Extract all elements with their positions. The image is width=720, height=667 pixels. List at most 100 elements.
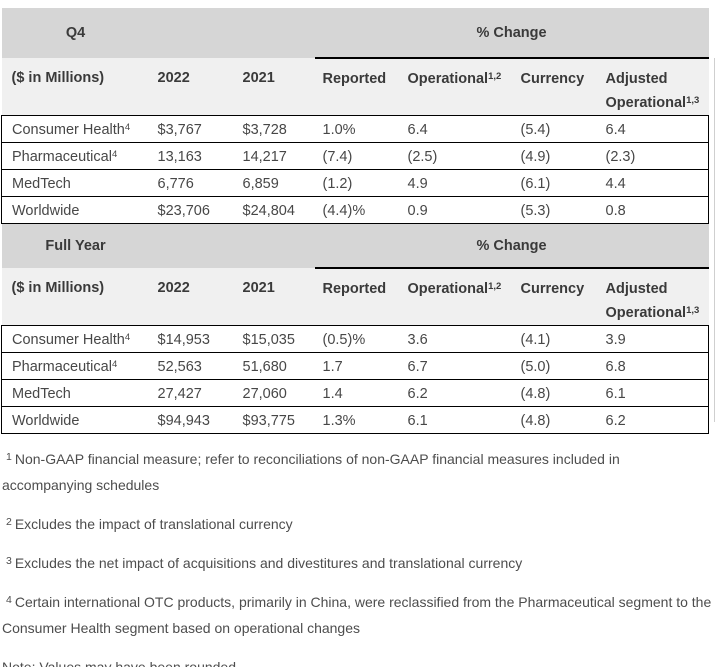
value-adjusted: 3.9 (597, 325, 710, 353)
value-2021: $24,804 (234, 196, 315, 224)
segment-label: Pharmaceutical4 (1, 142, 150, 170)
footnote-marker: 3 (6, 555, 12, 567)
table-row: Worldwide $23,706 $24,804 (4.4)% 0.9 (5.… (1, 196, 710, 224)
segment-label: MedTech (1, 379, 150, 407)
footnote-marker: 1 (6, 451, 12, 463)
value-currency: (4.8) (512, 406, 598, 434)
value-operational: 6.7 (399, 352, 513, 380)
col-header-2021: 2021 (234, 58, 315, 116)
value-currency: (4.9) (512, 142, 598, 170)
q4-title-band: Q4 % Change (1, 8, 709, 58)
value-reported: (0.5)% (314, 325, 400, 353)
section-title: Q4 (1, 8, 150, 58)
full-year-column-headers: ($ in Millions) 2022 2021 Reported Opera… (1, 267, 709, 326)
full-year-title-band: Full Year % Change (1, 224, 709, 268)
col-header-currency: Currency (512, 267, 598, 326)
value-adjusted: 6.4 (597, 115, 710, 143)
value-2021: $3,728 (234, 115, 315, 143)
segment-label: Worldwide (1, 196, 150, 224)
value-reported: 1.7 (314, 352, 400, 380)
segment-label: Consumer Health4 (1, 325, 150, 353)
value-adjusted: (2.3) (597, 142, 710, 170)
footnote-ref: 1,3 (686, 305, 700, 316)
footnote-ref: 4 (111, 149, 118, 160)
value-operational: 4.9 (399, 169, 513, 197)
col-header-operational: Operational1,2 (399, 57, 513, 116)
value-2022: $23,706 (149, 196, 235, 224)
value-operational: 0.9 (399, 196, 513, 224)
col-header-adjusted: Adjusted Operational1,3 (597, 267, 709, 326)
col-header-2022: 2022 (149, 58, 235, 116)
value-currency: (5.4) (512, 115, 598, 143)
value-reported: (4.4)% (314, 196, 400, 224)
table-row: Pharmaceutical4 13,163 14,217 (7.4) (2.5… (1, 142, 710, 170)
value-reported: (7.4) (314, 142, 400, 170)
value-reported: 1.0% (314, 115, 400, 143)
value-2021: 27,060 (234, 379, 315, 407)
table-row: Worldwide $94,943 $93,775 1.3% 6.1 (4.8)… (1, 406, 710, 434)
q4-column-headers: ($ in Millions) 2022 2021 Reported Opera… (1, 57, 709, 116)
value-2022: $3,767 (149, 115, 235, 143)
col-header-reported: Reported (314, 267, 400, 326)
footnote-2: 2 Excludes the impact of translational cu… (6, 516, 293, 532)
footnotes-section: 1 Non-GAAP financial measure; refer to re… (2, 446, 720, 667)
table-row: Pharmaceutical4 52,563 51,680 1.7 6.7 (5… (1, 352, 710, 380)
segment-label: Worldwide (1, 406, 150, 434)
pct-change-label: % Change (314, 224, 709, 268)
value-2021: $93,775 (234, 406, 315, 434)
value-2022: 6,776 (149, 169, 235, 197)
segment-label: Consumer Health4 (1, 115, 150, 143)
footnote-ref: 4 (124, 332, 131, 343)
col-header-2022: 2022 (149, 268, 235, 326)
value-operational: 6.4 (399, 115, 513, 143)
value-operational: 3.6 (399, 325, 513, 353)
value-operational: 6.2 (399, 379, 513, 407)
band-spacer (149, 8, 315, 58)
value-2021: 14,217 (234, 142, 315, 170)
footnote-marker: 2 (6, 516, 12, 528)
value-2022: $94,943 (149, 406, 235, 434)
value-2021: 51,680 (234, 352, 315, 380)
value-currency: (5.0) (512, 352, 598, 380)
value-adjusted: 6.2 (597, 406, 710, 434)
value-currency: (4.8) (512, 379, 598, 407)
value-operational: 6.1 (399, 406, 513, 434)
col-header-operational: Operational1,2 (399, 267, 513, 326)
value-currency: (4.1) (512, 325, 598, 353)
value-currency: (5.3) (512, 196, 598, 224)
table-right-edge-line (714, 58, 715, 422)
footnote-ref: 1,2 (488, 71, 502, 82)
table-row: MedTech 27,427 27,060 1.4 6.2 (4.8) 6.1 (1, 379, 710, 407)
footnote-ref: 1,2 (488, 281, 502, 292)
value-adjusted: 6.8 (597, 352, 710, 380)
table-row: Consumer Health4 $14,953 $15,035 (0.5)% … (1, 325, 710, 353)
col-header-reported: Reported (314, 57, 400, 116)
value-2022: 52,563 (149, 352, 235, 380)
band-spacer (149, 224, 315, 268)
footnote-ref: 4 (124, 122, 131, 133)
section-title: Full Year (1, 224, 150, 268)
col-header-adjusted: Adjusted Operational1,3 (597, 57, 709, 116)
col-header-2021: 2021 (234, 268, 315, 326)
value-adjusted: 6.1 (597, 379, 710, 407)
value-reported: 1.4 (314, 379, 400, 407)
table-row: Consumer Health4 $3,767 $3,728 1.0% 6.4 … (1, 115, 710, 143)
value-adjusted: 4.4 (597, 169, 710, 197)
col-header-millions: ($ in Millions) (1, 268, 150, 326)
value-2022: $14,953 (149, 325, 235, 353)
value-2022: 13,163 (149, 142, 235, 170)
footnote-1: 1 Non-GAAP financial measure; refer to re… (2, 451, 620, 493)
value-currency: (6.1) (512, 169, 598, 197)
footnote-ref: 1,3 (686, 95, 700, 106)
segment-label: Pharmaceutical4 (1, 352, 150, 380)
rounding-note: Note: Values may have been rounded (2, 659, 237, 667)
value-2021: 6,859 (234, 169, 315, 197)
col-header-millions: ($ in Millions) (1, 58, 150, 116)
segment-label: MedTech (1, 169, 150, 197)
value-adjusted: 0.8 (597, 196, 710, 224)
q4-results-table: Q4 % Change ($ in Millions) 2022 2021 Re… (1, 8, 710, 224)
value-reported: 1.3% (314, 406, 400, 434)
col-header-currency: Currency (512, 57, 598, 116)
table-row: MedTech 6,776 6,859 (1.2) 4.9 (6.1) 4.4 (1, 169, 710, 197)
